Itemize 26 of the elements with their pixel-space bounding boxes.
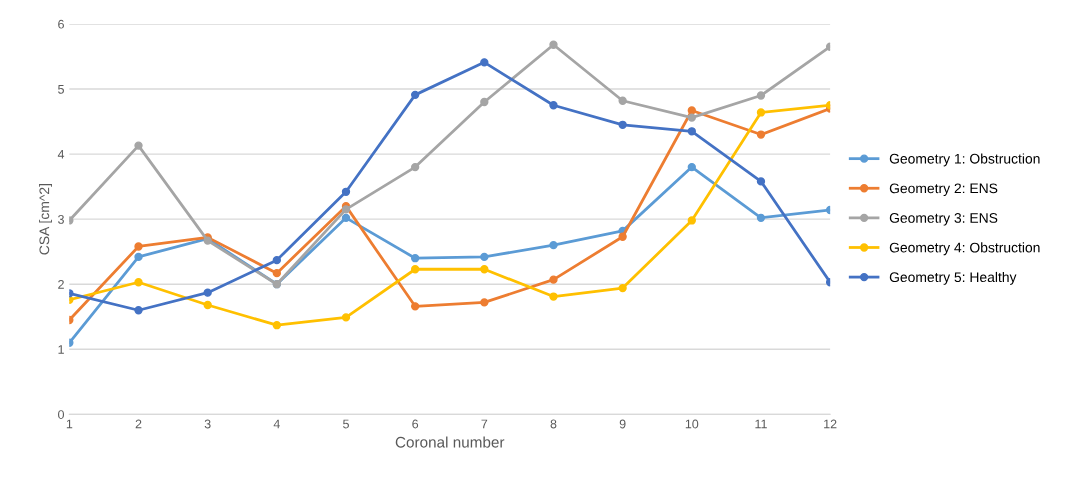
y-tick-label: 1 <box>58 345 64 354</box>
x-tick-label: 12 <box>824 419 837 429</box>
x-tick-label: 8 <box>550 419 557 429</box>
legend-label: Geometry 4: Obstruction <box>889 242 1040 256</box>
y-tick-label: 4 <box>57 150 65 159</box>
y-tick-label: 6 <box>58 19 64 29</box>
x-tick-label: 6 <box>412 419 419 429</box>
y-tick-label: 0 <box>58 410 65 419</box>
x-tick-label: 10 <box>685 419 699 429</box>
x-tick-label: 2 <box>135 419 142 429</box>
legend-label: Geometry 5: Healthy <box>889 271 1017 285</box>
y-tick-label: 5 <box>58 84 64 94</box>
x-tick-label: 3 <box>204 419 211 429</box>
y-axis-title: CSA [cm^2] <box>39 184 52 255</box>
x-tick-label: 4 <box>273 419 280 429</box>
x-tick-label: 5 <box>343 419 349 429</box>
legend-label: Geometry 3: ENS <box>889 213 998 226</box>
y-tick-label: 2 <box>58 280 64 289</box>
x-tick-label: 11 <box>755 419 767 429</box>
x-tick-label: 7 <box>481 419 488 429</box>
x-tick-label: 1 <box>66 419 73 429</box>
y-tick-label: 3 <box>58 214 64 224</box>
legend-label: Geometry 1: Obstruction <box>889 153 1040 167</box>
legend-label: Geometry 2: ENS <box>889 183 998 196</box>
x-axis-title: Coronal number <box>395 436 505 448</box>
x-tick-label: 9 <box>619 419 626 429</box>
